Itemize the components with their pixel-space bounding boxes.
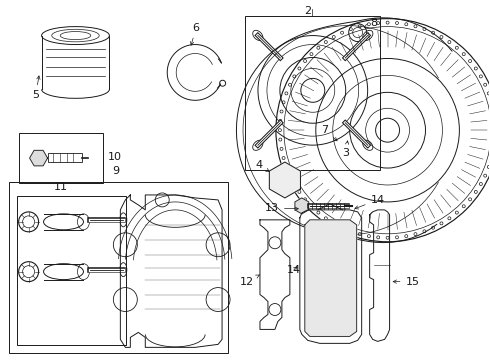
Text: 11: 11 <box>53 182 68 192</box>
Polygon shape <box>270 162 300 198</box>
Text: 6: 6 <box>191 23 199 45</box>
Polygon shape <box>295 198 309 214</box>
Text: 8: 8 <box>365 18 377 28</box>
Text: 1: 1 <box>0 359 1 360</box>
Text: 12: 12 <box>240 275 259 287</box>
Bar <box>9 182 228 353</box>
Text: 7: 7 <box>321 125 337 141</box>
Polygon shape <box>29 150 48 166</box>
Text: 15: 15 <box>393 276 419 287</box>
Bar <box>19 133 103 183</box>
Polygon shape <box>305 220 357 336</box>
Text: 14: 14 <box>287 265 301 275</box>
Bar <box>17 196 126 345</box>
Bar <box>245 15 380 170</box>
Text: 13: 13 <box>265 203 298 213</box>
Text: 9: 9 <box>112 166 119 176</box>
Text: 14: 14 <box>355 195 385 209</box>
Text: 3: 3 <box>342 141 349 158</box>
Text: 10: 10 <box>107 152 122 162</box>
Bar <box>48 153 82 162</box>
Text: 5: 5 <box>32 76 40 100</box>
Text: 2: 2 <box>304 6 311 16</box>
Text: 4: 4 <box>255 160 270 172</box>
